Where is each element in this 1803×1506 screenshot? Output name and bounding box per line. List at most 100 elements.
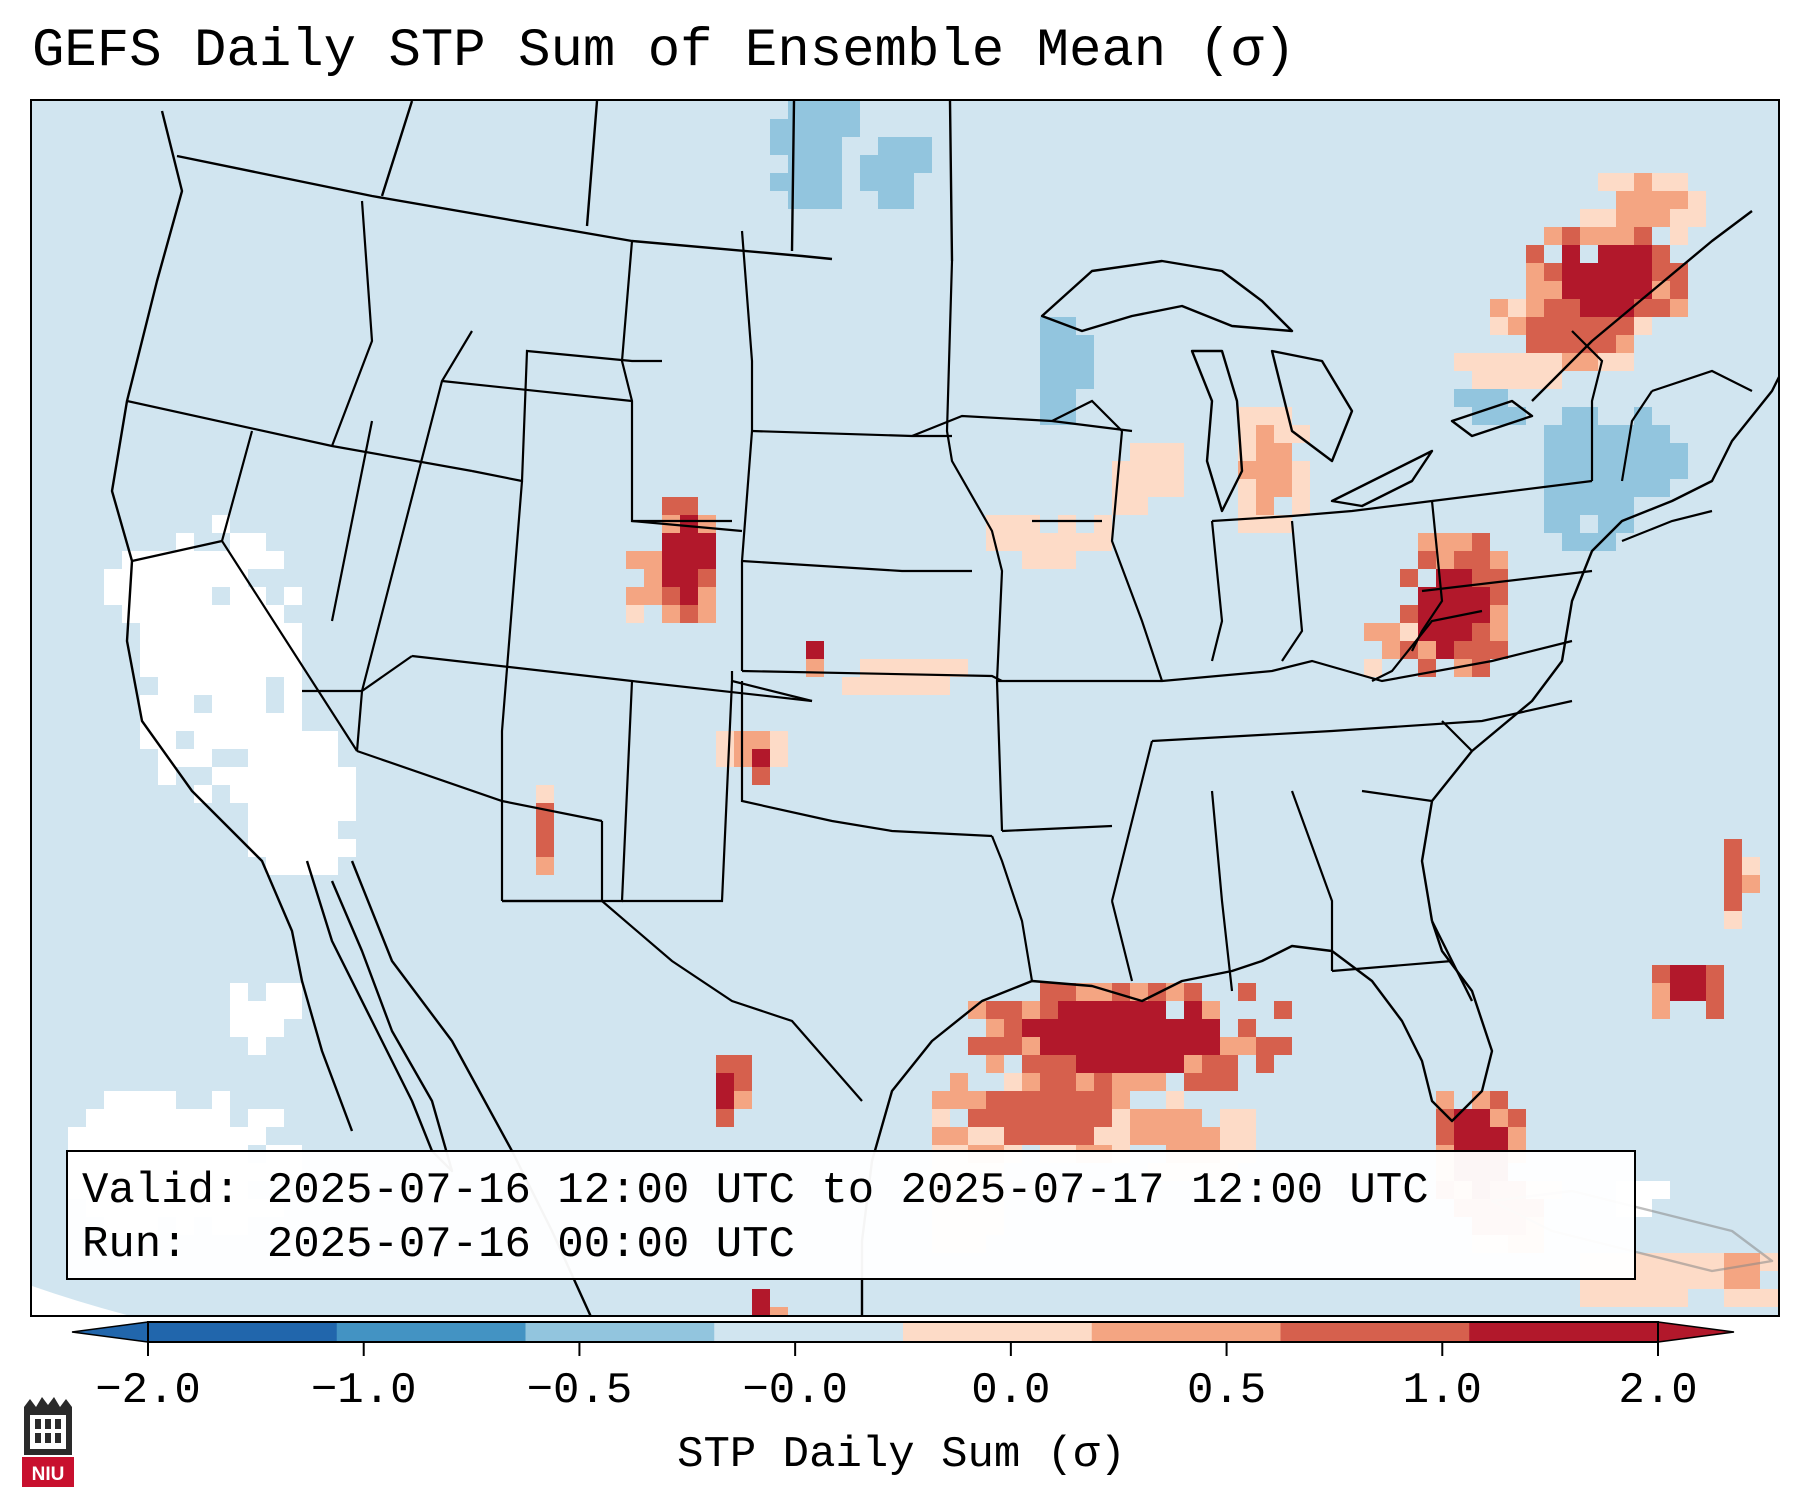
- map-svg: [32, 101, 1780, 1315]
- stp-cell: [662, 569, 680, 587]
- stp-cell: [68, 1127, 86, 1145]
- colorbar-tick-label: −0.0: [742, 1366, 848, 1416]
- colorbar: [71, 1321, 1735, 1356]
- stp-cell: [248, 1109, 266, 1127]
- stp-cell: [1598, 317, 1616, 335]
- stp-cell: [1166, 1055, 1184, 1073]
- stp-cell: [158, 695, 176, 713]
- stp-cell: [752, 749, 770, 767]
- colorbar-tick-label: −0.5: [526, 1366, 633, 1416]
- stp-cell: [1580, 317, 1598, 335]
- stp-cell: [932, 1091, 950, 1109]
- stp-cell: [806, 191, 824, 209]
- stp-cell: [248, 623, 266, 641]
- stp-cell: [302, 731, 320, 749]
- stp-cell: [1004, 1073, 1022, 1091]
- stp-cell: [842, 119, 860, 137]
- stp-cell: [284, 623, 302, 641]
- stp-cell: [302, 803, 320, 821]
- stp-cell: [1040, 1091, 1058, 1109]
- stp-cell: [248, 677, 266, 695]
- valid-row: Valid: 2025-07-16 12:00 UTC to 2025-07-1…: [82, 1164, 1620, 1218]
- stp-cell: [302, 749, 320, 767]
- stp-cell: [1562, 317, 1580, 335]
- stp-cell: [770, 749, 788, 767]
- stp-cell: [698, 515, 716, 533]
- stp-cell: [1634, 281, 1652, 299]
- stp-cell: [212, 605, 230, 623]
- stp-cell: [176, 605, 194, 623]
- stp-cell: [1274, 425, 1292, 443]
- stp-cell: [1202, 1001, 1220, 1019]
- stp-cell: [212, 731, 230, 749]
- stp-cell: [1688, 191, 1706, 209]
- stp-cell: [1778, 1271, 1780, 1289]
- stp-cell: [1490, 1127, 1508, 1145]
- stp-cell: [1292, 425, 1310, 443]
- stp-cell: [1688, 965, 1706, 983]
- stp-cell: [140, 1127, 158, 1145]
- stp-cell: [968, 1037, 986, 1055]
- stp-cell: [1040, 353, 1058, 371]
- colorbar-bin: [525, 1322, 715, 1342]
- stp-cell: [104, 1109, 122, 1127]
- stp-cell: [176, 659, 194, 677]
- stp-cell: [1166, 1127, 1184, 1145]
- stp-cell: [824, 173, 842, 191]
- stp-cell: [662, 533, 680, 551]
- stp-cell: [1256, 1037, 1274, 1055]
- stp-cell: [230, 677, 248, 695]
- stp-cell: [248, 659, 266, 677]
- stp-cell: [1202, 1127, 1220, 1145]
- stp-cell: [1112, 1019, 1130, 1037]
- stp-cell: [1112, 1001, 1130, 1019]
- stp-cell: [1274, 1037, 1292, 1055]
- lake-ontario: [1450, 399, 1534, 438]
- stp-cell: [284, 1001, 302, 1019]
- stp-cell: [1166, 1037, 1184, 1055]
- stp-cell: [284, 749, 302, 767]
- stp-cell: [1562, 425, 1580, 443]
- stp-cell: [1256, 497, 1274, 515]
- stp-cell: [284, 803, 302, 821]
- stp-cell: [140, 695, 158, 713]
- stp-cell: [1562, 281, 1580, 299]
- stp-cell: [1508, 1127, 1526, 1145]
- stp-cell: [284, 695, 302, 713]
- logo-text: NIU: [32, 1464, 65, 1485]
- stp-cell: [1706, 983, 1724, 1001]
- colorbar-tick-label: 0.0: [971, 1366, 1051, 1416]
- stp-cell: [1220, 1109, 1238, 1127]
- stp-cell: [1454, 659, 1472, 677]
- stp-cell: [302, 821, 320, 839]
- stp-cell: [626, 587, 644, 605]
- stp-cell: [1220, 1037, 1238, 1055]
- stp-cell: [266, 749, 284, 767]
- stp-cell: [104, 569, 122, 587]
- stp-cell: [284, 713, 302, 731]
- lake-huron: [1270, 349, 1354, 463]
- stp-cell: [212, 623, 230, 641]
- stp-cell: [1040, 533, 1058, 551]
- stp-cell: [104, 1091, 122, 1109]
- stp-cell: [1184, 1109, 1202, 1127]
- stp-cell: [1724, 1271, 1742, 1289]
- stp-cell: [1598, 497, 1616, 515]
- stp-cell: [1148, 1001, 1166, 1019]
- stp-cell: [1058, 983, 1076, 1001]
- stp-cell: [158, 623, 176, 641]
- stp-cell: [914, 137, 932, 155]
- stp-cell: [1490, 371, 1508, 389]
- stp-cell: [860, 155, 878, 173]
- stp-cell: [950, 1127, 968, 1145]
- stp-cell: [1742, 1289, 1760, 1307]
- stp-cell: [194, 785, 212, 803]
- stp-cell: [1562, 515, 1580, 533]
- stp-cell: [878, 137, 896, 155]
- stp-cell: [212, 695, 230, 713]
- stp-cell: [284, 767, 302, 785]
- stp-cell: [158, 569, 176, 587]
- stp-cell: [734, 1073, 752, 1091]
- stp-cell: [1706, 1253, 1724, 1271]
- stp-cell: [1166, 479, 1184, 497]
